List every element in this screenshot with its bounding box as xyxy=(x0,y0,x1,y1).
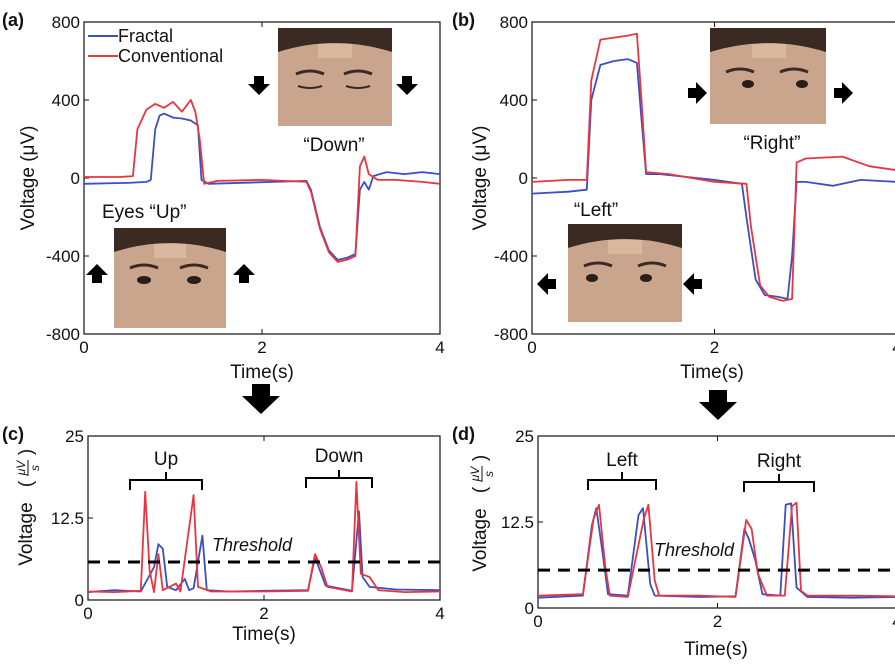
y-tick-label: 0 xyxy=(525,599,534,618)
panel-b-series xyxy=(532,32,895,302)
x-tick-label: 4 xyxy=(892,612,895,631)
annotation-down: “Down” xyxy=(303,135,364,156)
panel-d-series xyxy=(538,501,895,599)
series-line-conventional xyxy=(532,32,895,302)
face-photo-right xyxy=(710,28,826,124)
y-tick-label: 400 xyxy=(500,91,528,110)
y-tick-label: 12.5 xyxy=(51,509,84,528)
x-tick-label: 4 xyxy=(435,338,444,357)
svg-text:): ) xyxy=(16,449,37,455)
flow-arrow-down-icon xyxy=(699,390,737,420)
panel-d-threshold-label: Threshold xyxy=(654,540,735,560)
series-line-conventional xyxy=(538,501,895,598)
y-tick-label: 25 xyxy=(65,427,84,446)
panel-a-series xyxy=(84,99,440,263)
svg-text:(: ( xyxy=(470,486,491,493)
x-tick-label: 0 xyxy=(83,604,92,623)
arrow-down-icon xyxy=(248,76,270,95)
panel-c-y-label: Voltage ( μV s ) xyxy=(14,449,42,566)
panel-a-y-label: Voltage (μV) xyxy=(18,126,39,231)
legend-conventional-label: Conventional xyxy=(118,46,223,66)
x-tick-label: 4 xyxy=(892,338,895,357)
bracket-right xyxy=(743,474,815,492)
panel-a: 0 2 4 -800 -400 0 400 800 (a) Time(s) Voltage (… xyxy=(2,10,445,383)
y-tick-label: 0 xyxy=(71,169,80,188)
panel-c-y-unit-num: μV xyxy=(14,460,28,477)
y-tick-label: 0 xyxy=(519,169,528,188)
svg-text:(: ( xyxy=(16,480,37,487)
x-tick-label: 0 xyxy=(533,612,542,631)
arrow-left-icon xyxy=(683,273,702,295)
panel-d-frame xyxy=(537,435,895,609)
panel-a-label: (a) xyxy=(2,10,24,30)
y-tick-label: 12.5 xyxy=(501,513,534,532)
panel-d: 0 2 4 0 12.5 25 Threshold (d) Time(s) Voltage… xyxy=(452,424,895,660)
y-tick-label: 800 xyxy=(500,13,528,32)
bracket-down xyxy=(305,470,373,488)
annotation-left-d: Left xyxy=(606,450,638,471)
panel-c-x-label: Time(s) xyxy=(232,624,296,645)
flow-arrow-down-icon xyxy=(242,384,280,414)
panel-b-axes: 0 2 4 -800 -400 0 400 800 xyxy=(494,13,895,357)
x-tick-label: 4 xyxy=(435,604,444,623)
face-photo-down xyxy=(278,28,392,126)
series-line-conventional xyxy=(84,99,440,263)
y-tick-label: -800 xyxy=(494,325,528,344)
panel-b-label: (b) xyxy=(452,10,475,30)
x-tick-label: 0 xyxy=(527,338,536,357)
arrow-up-icon xyxy=(86,264,108,283)
annotation-eyes-up: Eyes “Up” xyxy=(102,202,186,223)
panel-c-threshold-label: Threshold xyxy=(212,535,293,555)
panel-b-x-label: Time(s) xyxy=(680,362,744,383)
x-tick-label: 2 xyxy=(710,338,719,357)
y-tick-label: -400 xyxy=(46,247,80,266)
panel-c: 0 2 4 0 12.5 25 Threshold (c) Time(s) Voltage… xyxy=(2,424,445,645)
panel-d-y-unit-num: μV xyxy=(468,466,482,483)
face-photo-left xyxy=(568,224,682,322)
svg-text:): ) xyxy=(470,455,491,461)
panel-d-x-label: Time(s) xyxy=(684,639,748,660)
series-line-conventional xyxy=(88,481,440,593)
panel-a-x-label: Time(s) xyxy=(230,362,294,383)
panel-b: 0 2 4 -800 -400 0 400 800 (b) Time(s) Voltage (… xyxy=(452,10,895,383)
panel-d-y-label: Voltage ( μV s ) xyxy=(468,455,496,572)
x-tick-label: 2 xyxy=(259,604,268,623)
annotation-up: Up xyxy=(154,449,178,470)
legend: Fractal Conventional xyxy=(88,26,223,66)
bracket-left xyxy=(587,472,657,490)
x-tick-label: 2 xyxy=(257,338,266,357)
arrow-down-icon xyxy=(396,76,418,95)
annotation-right-d: Right xyxy=(757,451,802,472)
annotation-right: “Right” xyxy=(743,133,800,154)
y-tick-label: 800 xyxy=(52,13,80,32)
y-tick-label: 25 xyxy=(515,427,534,446)
bracket-up xyxy=(129,472,203,490)
legend-fractal-label: Fractal xyxy=(118,26,173,46)
panel-d-label: (d) xyxy=(452,424,475,444)
panel-b-y-label: Voltage (μV) xyxy=(470,126,491,231)
y-tick-label: -400 xyxy=(494,247,528,266)
annotation-left: “Left” xyxy=(574,200,618,221)
x-tick-label: 0 xyxy=(79,338,88,357)
panel-a-axes: 0 2 4 -800 -400 0 400 800 xyxy=(46,13,445,357)
panel-c-label: (c) xyxy=(2,424,24,444)
face-photo-up xyxy=(114,228,226,328)
arrow-up-icon xyxy=(233,264,255,283)
panel-d-axes: 0 2 4 0 12.5 25 xyxy=(501,427,895,631)
panel-c-axes: 0 2 4 0 12.5 25 xyxy=(51,427,445,623)
arrow-right-icon xyxy=(688,82,707,104)
y-tick-label: 400 xyxy=(52,91,80,110)
panel-c-series xyxy=(88,481,440,593)
arrow-right-icon xyxy=(834,82,853,104)
x-tick-label: 2 xyxy=(713,612,722,631)
annotation-down-c: Down xyxy=(315,446,364,467)
y-tick-label: -800 xyxy=(46,325,80,344)
arrow-left-icon xyxy=(537,273,556,295)
panel-d-y-unit-den: s xyxy=(482,471,496,477)
panel-c-y-label-main: Voltage xyxy=(16,502,37,565)
panel-c-y-unit-den: s xyxy=(28,465,42,471)
panel-d-y-label-main: Voltage xyxy=(470,508,491,571)
y-tick-label: 0 xyxy=(75,591,84,610)
